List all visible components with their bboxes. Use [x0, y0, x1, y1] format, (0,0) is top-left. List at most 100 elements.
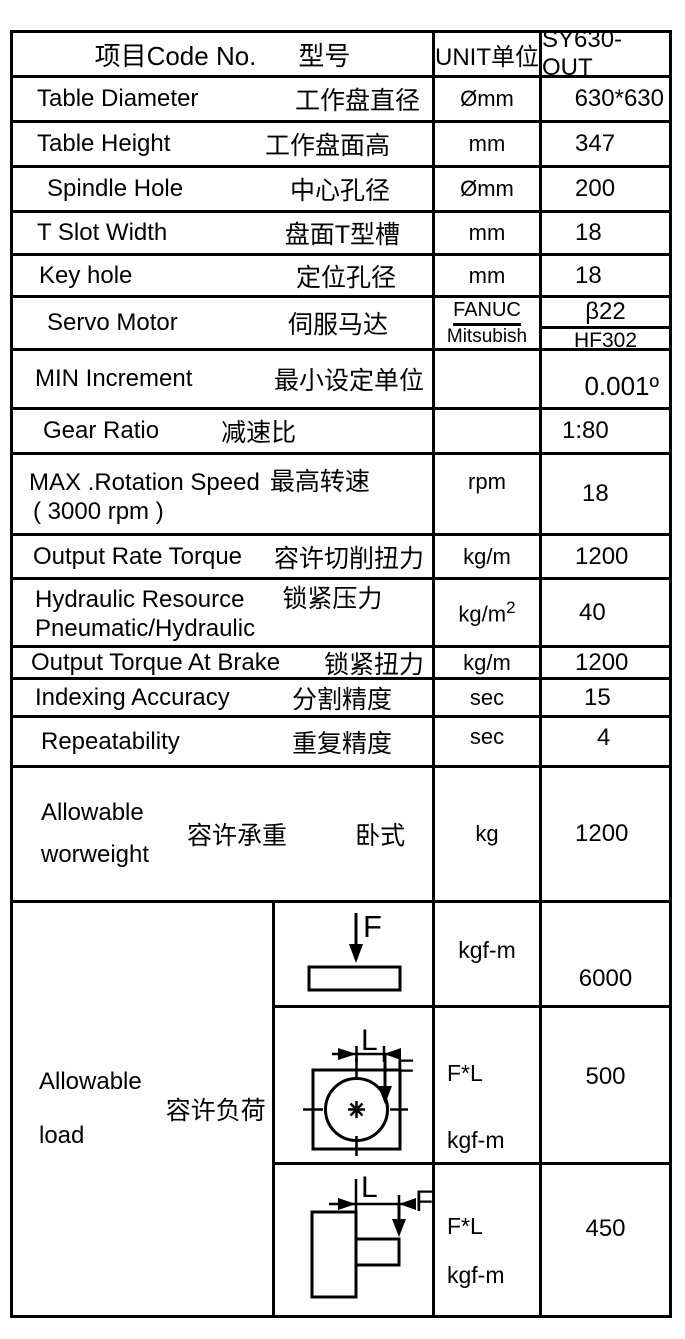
offset-force-on-side-block-diagram: L F [310, 1171, 432, 1299]
unit: sec [469, 684, 505, 710]
row-servo-motor: Servo Motor 伺服马达 FANUC Mitsubish β22 HF3… [13, 298, 669, 352]
unit-cell: Ømm [432, 168, 539, 210]
model: HF302 [573, 329, 638, 352]
servo-model-cell: β22 HF302 [539, 298, 669, 352]
value-cell: 1200 [539, 536, 669, 577]
unit: Ømm [460, 176, 514, 201]
row-allowable-load: Allowable load 容许负荷 F [13, 903, 669, 1315]
unit: mm [468, 262, 506, 288]
value: 1200 [575, 648, 629, 676]
label-cell: Output Torque At Brake 锁紧扭力 [13, 648, 432, 679]
value-cell: 40 [539, 580, 669, 645]
label-en2: load [39, 1122, 85, 1149]
load-diagram-cell: F [272, 903, 432, 1005]
label-en: Key hole [39, 261, 133, 289]
row-table-height: Table Height 工作盘面高 mm 347 [13, 123, 669, 168]
unit-cell: kg/m2 [432, 580, 539, 645]
label-zh: 减速比 [221, 419, 297, 447]
value: 4 [597, 724, 611, 751]
label-zh: 最高转速 [269, 468, 370, 496]
row-output-rate-torque: Output Rate Torque 容许切削扭力 kg/m 1200 [13, 536, 669, 580]
value: 40 [579, 598, 606, 626]
unit-formula: F*L [447, 1060, 483, 1086]
unit-cell [432, 410, 539, 452]
unit: Ømm [460, 86, 514, 111]
value-cell: 18 [539, 213, 669, 253]
label-cell: MIN Increment 最小设定单位 [13, 351, 432, 407]
unit: kgf-m [458, 937, 516, 963]
unit-cell: kg/m [432, 536, 539, 577]
length-label: L [361, 1024, 378, 1057]
label-en: Gear Ratio [43, 417, 160, 444]
value-cell: 1200 [539, 768, 669, 900]
label-cell: Output Rate Torque 容许切削扭力 [13, 536, 432, 577]
label-zh: 中心孔径 [289, 177, 390, 205]
unit-cell: mm [432, 213, 539, 253]
row-hydraulic-resource: Hydraulic Resource 锁紧压力 Pneumatic/Hydrau… [13, 580, 669, 648]
label-en2: Pneumatic/Hydraulic [35, 615, 256, 642]
label-cell: Indexing Accuracy 分割精度 [13, 680, 432, 715]
model: β22 [585, 298, 626, 325]
servo-model-fanuc: β22 [542, 298, 669, 329]
spec-table: 项目Code No. 型号 UNIT单位 SY630-OUT Table Dia… [10, 26, 672, 1318]
label-cell: Servo Motor 伺服马达 [13, 298, 432, 348]
row-table-diameter: Table Diameter 工作盘直径 Ømm 630*630 [13, 78, 669, 123]
unit: rpm [468, 469, 506, 494]
label-en: Table Height [37, 130, 171, 157]
label-zh: 容许负荷 [165, 1097, 266, 1125]
row-repeatability: Repeatability 重复精度 sec 4 [13, 718, 669, 768]
allowable-load-label-cell: Allowable load 容许负荷 [13, 903, 272, 1315]
value: 15 [584, 683, 611, 711]
model-value: SY630-OUT [542, 26, 623, 81]
load-row-vertical-force: F kgf-m 6000 [272, 903, 669, 1008]
label-cell: MAX .Rotation Speed 最高转速 ( 3000 rpm ) [13, 455, 432, 533]
value-cell: 1:80 [539, 410, 669, 452]
value: 0.001º [584, 371, 659, 401]
unit-cell: mm [432, 256, 539, 295]
row-key-hole: Key hole 定位孔径 mm 18 [13, 256, 669, 298]
label-cell: Table Diameter 工作盘直径 [13, 78, 432, 120]
header-unit-cell: UNIT单位 [432, 33, 539, 75]
brand: Mitsubish [446, 326, 528, 347]
label-en: MIN Increment [35, 365, 193, 392]
label-cell: Spindle Hole 中心孔径 [13, 168, 432, 210]
header-model-label: 型号 [298, 40, 351, 71]
header-item-cell: 项目Code No. 型号 [13, 33, 432, 75]
label-cell: Table Height 工作盘面高 [13, 123, 432, 165]
unit-cell: mm [432, 123, 539, 165]
value-cell: 6000 [539, 903, 669, 1005]
servo-model-mitsubishi: HF302 [542, 329, 669, 353]
row-output-torque-at-brake: Output Torque At Brake 锁紧扭力 kg/m 1200 [13, 648, 669, 680]
label-zh: 工作盘面高 [264, 132, 390, 160]
label-cell: Repeatability 重复精度 [13, 718, 432, 765]
value: 18 [575, 219, 602, 246]
label-cell: Key hole 定位孔径 [13, 256, 432, 295]
label-zh: 容许承重 [187, 822, 288, 850]
load-row-offset-faceplate: L F F*L kgf-m 500 [272, 1008, 669, 1165]
table-header-row: 项目Code No. 型号 UNIT单位 SY630-OUT [13, 26, 669, 81]
unit-cell [432, 351, 539, 407]
label-zh: 锁紧扭力 [323, 650, 424, 679]
value: 450 [585, 1215, 626, 1242]
unit: kg/m2 [458, 597, 516, 627]
unit-cell: rpm [432, 455, 539, 533]
label-en: Indexing Accuracy [35, 683, 230, 711]
label-en: Hydraulic Resource [35, 586, 245, 613]
unit: kg [475, 821, 499, 846]
label-zh2: 卧式 [355, 822, 406, 850]
value: 18 [582, 480, 609, 507]
label-en2: worweight [41, 841, 150, 868]
load-row-offset-side: L F F*L kgf-m 450 [272, 1165, 669, 1315]
unit: kg/m [463, 543, 511, 569]
unit-cell: kg [432, 768, 539, 900]
label-zh: 分割精度 [291, 685, 392, 714]
label-zh: 工作盘直径 [294, 87, 420, 115]
length-label: L [361, 1171, 378, 1204]
value: 200 [575, 175, 616, 202]
value-cell: 450 [539, 1165, 669, 1315]
value-cell: 500 [539, 1008, 669, 1162]
servo-brand-cell: FANUC Mitsubish [432, 298, 539, 348]
force-label: F [396, 1054, 414, 1087]
label-note: ( 3000 rpm ) [33, 498, 164, 525]
row-indexing-accuracy: Indexing Accuracy 分割精度 sec 15 [13, 680, 669, 718]
